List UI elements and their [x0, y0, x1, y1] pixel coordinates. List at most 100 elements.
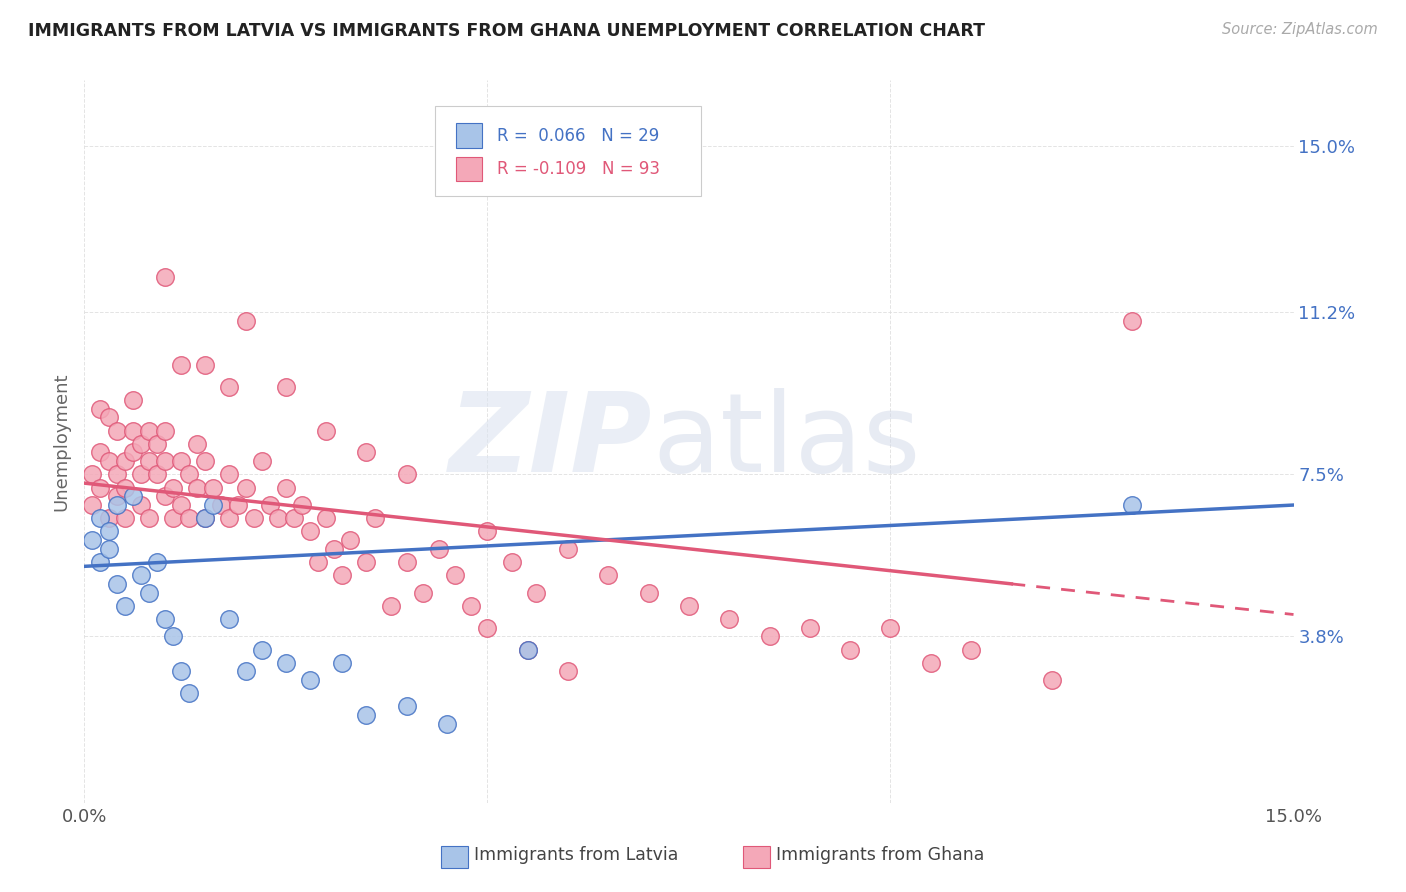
Point [274, 380, 297, 394]
Point [339, 533, 361, 547]
Point [501, 555, 523, 569]
Point [194, 358, 217, 372]
FancyBboxPatch shape [434, 105, 702, 196]
Point [82, 467, 104, 482]
Point [356, 555, 378, 569]
Point [516, 642, 538, 657]
Point [153, 489, 176, 503]
Point [170, 358, 193, 372]
Point [129, 498, 152, 512]
Point [395, 699, 418, 714]
Text: IMMIGRANTS FROM LATVIA VS IMMIGRANTS FROM GHANA UNEMPLOYMENT CORRELATION CHART: IMMIGRANTS FROM LATVIA VS IMMIGRANTS FRO… [28, 22, 986, 40]
Point [146, 467, 169, 482]
Point [186, 481, 208, 495]
FancyBboxPatch shape [456, 156, 482, 181]
Point [960, 642, 983, 657]
Point [89, 481, 111, 495]
Point [274, 481, 297, 495]
Point [129, 568, 152, 582]
Point [839, 642, 862, 657]
Point [138, 585, 160, 599]
Point [250, 642, 273, 657]
Point [114, 599, 136, 613]
Point [718, 612, 741, 626]
Text: Source: ZipAtlas.com: Source: ZipAtlas.com [1222, 22, 1378, 37]
Point [283, 511, 305, 525]
Text: atlas: atlas [652, 388, 921, 495]
Point [202, 481, 225, 495]
Point [678, 599, 700, 613]
Point [82, 533, 104, 547]
Point [121, 424, 143, 438]
Point [477, 621, 499, 635]
Point [1121, 498, 1143, 512]
Point [114, 481, 136, 495]
FancyBboxPatch shape [456, 123, 482, 148]
Point [799, 621, 821, 635]
Point [105, 424, 128, 438]
Point [598, 568, 620, 582]
Point [138, 511, 160, 525]
Y-axis label: Unemployment: Unemployment [52, 372, 70, 511]
Point [356, 708, 378, 723]
Point [97, 511, 120, 525]
Point [1040, 673, 1063, 688]
Point [121, 392, 143, 407]
Point [194, 511, 217, 525]
Point [315, 424, 337, 438]
Point [114, 511, 136, 525]
Point [97, 541, 120, 556]
Point [356, 445, 378, 459]
Point [1121, 314, 1143, 328]
Point [299, 673, 322, 688]
Point [97, 410, 120, 425]
Point [209, 498, 232, 512]
Point [363, 511, 385, 525]
Point [323, 541, 346, 556]
Point [477, 524, 499, 539]
Point [114, 454, 136, 468]
Point [162, 511, 184, 525]
Point [138, 454, 160, 468]
Point [179, 511, 201, 525]
Point [82, 498, 104, 512]
Point [524, 585, 547, 599]
Point [105, 489, 128, 503]
Point [218, 612, 240, 626]
Point [162, 481, 184, 495]
Point [170, 498, 193, 512]
Point [129, 436, 152, 450]
Point [218, 511, 240, 525]
Point [412, 585, 434, 599]
Point [637, 585, 659, 599]
Point [153, 612, 176, 626]
Point [299, 524, 322, 539]
Point [89, 555, 111, 569]
Point [259, 498, 281, 512]
Point [218, 467, 240, 482]
Point [129, 467, 152, 482]
Text: Immigrants from Ghana: Immigrants from Ghana [776, 846, 984, 863]
Point [121, 489, 143, 503]
Point [395, 467, 418, 482]
Point [250, 454, 273, 468]
Point [920, 656, 942, 670]
Point [267, 511, 290, 525]
Point [186, 436, 208, 450]
Point [194, 511, 217, 525]
Point [194, 454, 217, 468]
Point [138, 424, 160, 438]
Point [146, 436, 169, 450]
Point [879, 621, 901, 635]
Point [395, 555, 418, 569]
Point [516, 642, 538, 657]
Point [121, 445, 143, 459]
Point [89, 445, 111, 459]
Point [330, 656, 353, 670]
Point [105, 577, 128, 591]
Point [89, 511, 111, 525]
Point [146, 555, 169, 569]
Point [291, 498, 314, 512]
Point [105, 498, 128, 512]
Point [235, 481, 257, 495]
